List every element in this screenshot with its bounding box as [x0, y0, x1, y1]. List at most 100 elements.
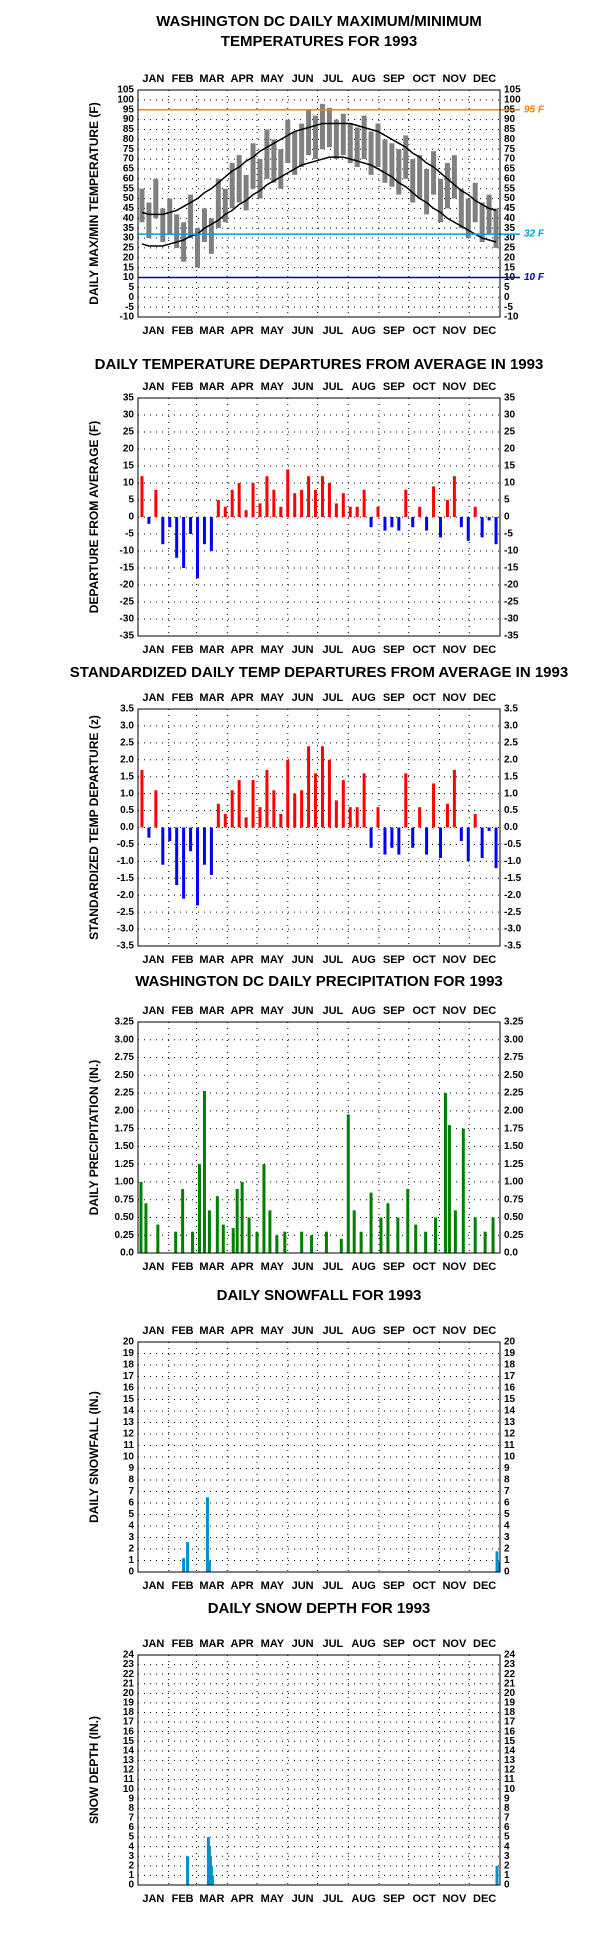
max-min-bar: [243, 174, 249, 211]
y-tick-label: 5: [128, 1509, 134, 1520]
reference-label: 10 F: [524, 272, 545, 283]
bar: [272, 489, 276, 517]
month-label-bottom: AUG: [351, 1580, 375, 1592]
bar: [386, 1203, 390, 1253]
bar: [466, 827, 470, 862]
bar: [341, 493, 345, 517]
y-tick-label: 1.50: [115, 1141, 135, 1152]
max-min-bar: [410, 159, 416, 203]
bar: [406, 1189, 410, 1253]
y-tick-label: 16: [123, 1383, 135, 1394]
y-tick-label: -1.5: [117, 873, 135, 884]
month-label-top: MAY: [261, 381, 285, 393]
y-tick-label-right: 0.5: [504, 805, 518, 816]
y-tick-label-right: 11: [504, 1774, 515, 1785]
bar: [221, 1224, 225, 1253]
bar: [168, 517, 172, 528]
max-min-bar: [319, 103, 325, 150]
bar: [293, 793, 297, 828]
month-label-top: JUL: [322, 1638, 343, 1650]
max-min-bar: [340, 113, 346, 156]
max-min-bar: [368, 131, 374, 175]
month-label-top: JUL: [322, 73, 343, 85]
y-tick-label: 1: [128, 1870, 134, 1881]
month-label-bottom: APR: [231, 325, 254, 337]
month-label-top: APR: [231, 73, 254, 85]
bar: [324, 1231, 328, 1253]
month-label-bottom: AUG: [351, 325, 375, 337]
y-tick-label-right: 14: [504, 1406, 516, 1417]
bar: [279, 813, 283, 828]
bar: [189, 827, 193, 852]
normal-min-line: [141, 156, 497, 247]
month-label-top: NOV: [442, 1638, 467, 1650]
month-label-bottom: NOV: [442, 1893, 467, 1905]
max-min-bar: [146, 202, 152, 239]
bar: [314, 489, 318, 517]
y-tick-label-right: 0: [504, 512, 510, 523]
month-label-top: DEC: [473, 1005, 496, 1017]
month-label-bottom: OCT: [413, 1580, 437, 1592]
month-label-bottom: JUL: [322, 1580, 343, 1592]
month-label-bottom: FEB: [172, 644, 194, 656]
bar: [174, 1231, 178, 1253]
y-tick-label: 80: [123, 134, 135, 145]
max-min-bar: [354, 127, 360, 167]
max-min-bar: [382, 139, 388, 183]
y-tick-label: 3: [128, 1532, 134, 1543]
month-label-top: OCT: [413, 73, 437, 85]
max-min-bar: [250, 143, 256, 189]
bar: [369, 517, 373, 528]
bar: [473, 506, 477, 517]
y-tick-label-right: 16: [504, 1726, 516, 1737]
y-tick-label-right: 3.25: [504, 1017, 524, 1028]
y-tick-label: 0.50: [115, 1212, 135, 1223]
bar: [202, 517, 206, 545]
month-label-bottom: JAN: [142, 1261, 164, 1273]
y-tick-label-right: 11: [504, 1440, 515, 1451]
month-label-bottom: NOV: [442, 644, 467, 656]
y-tick-label: 8: [128, 1475, 134, 1486]
y-tick-label: 25: [123, 243, 135, 254]
y-tick-label: -2.5: [117, 907, 135, 918]
bar: [473, 1217, 477, 1253]
month-label-top: MAY: [261, 1005, 285, 1017]
month-label-bottom: SEP: [383, 1893, 405, 1905]
month-label-top: AUG: [351, 1005, 375, 1017]
y-tick-label: 2: [128, 1544, 134, 1555]
month-label-bottom: JUN: [292, 644, 314, 656]
y-tick-label-right: 22: [504, 1669, 516, 1680]
y-tick-label-right: 85: [504, 124, 516, 135]
y-tick-label-right: -0.5: [504, 839, 522, 850]
bar: [272, 790, 276, 828]
month-label-bottom: MAY: [261, 1893, 285, 1905]
max-min-bar: [424, 168, 430, 215]
max-min-bar: [188, 194, 194, 239]
month-label-top: DEC: [473, 692, 496, 704]
y-tick-label-right: 1.0: [504, 788, 518, 799]
y-tick-label-right: 2.00: [504, 1105, 524, 1116]
month-label-top: JUN: [292, 1325, 314, 1337]
y-tick-label: 24: [123, 1650, 135, 1661]
y-tick-label-right: -2.0: [504, 890, 522, 901]
y-tick-label-right: 1.75: [504, 1123, 524, 1134]
bar: [341, 780, 345, 828]
month-label-top: JUN: [292, 381, 314, 393]
month-label-bottom: SEP: [383, 325, 405, 337]
month-label-top: MAR: [199, 692, 224, 704]
y-tick-label-right: 17: [504, 1371, 516, 1382]
max-min-bar: [215, 178, 221, 229]
month-label-top: JAN: [142, 692, 164, 704]
bar: [154, 790, 158, 828]
bar: [404, 773, 408, 828]
bar: [327, 483, 331, 517]
bar: [397, 517, 401, 531]
max-min-bar: [326, 107, 332, 148]
y-tick-label-right: 15: [504, 262, 516, 273]
y-tick-label: 3.00: [115, 1034, 135, 1045]
max-min-bar: [264, 129, 270, 179]
y-tick-label: 0: [128, 292, 134, 303]
month-label-bottom: JUN: [292, 325, 314, 337]
bar: [182, 827, 186, 899]
bar: [237, 780, 241, 828]
